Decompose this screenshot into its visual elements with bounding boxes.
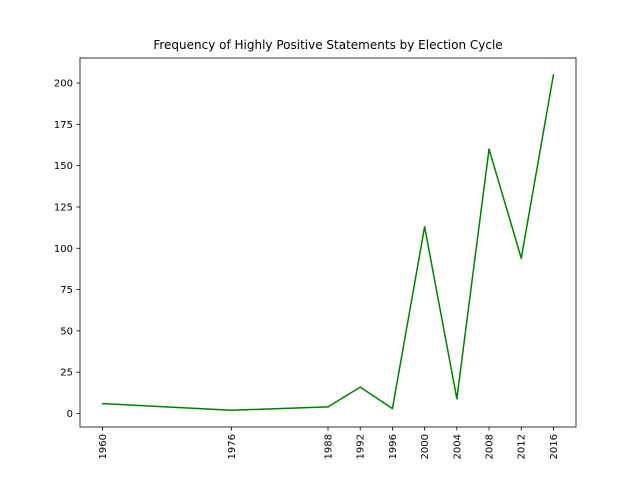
x-tick-label: 1988 (324, 434, 335, 459)
y-tick-label: 150 (54, 161, 73, 172)
y-tick-label: 25 (60, 368, 73, 379)
data-point (552, 74, 555, 76)
data-point (423, 226, 426, 228)
y-tick-label: 0 (67, 409, 73, 420)
y-tick-label: 100 (54, 244, 73, 255)
x-tick-label: 2016 (549, 434, 560, 459)
y-tick-label: 125 (54, 202, 73, 213)
y-tick-label: 175 (54, 120, 73, 131)
y-tick-label: 200 (54, 79, 73, 90)
x-tick-label: 2008 (485, 434, 496, 459)
data-point (230, 409, 233, 411)
data-point (456, 397, 458, 400)
y-tick-label: 50 (60, 326, 73, 337)
x-tick-label: 1992 (356, 434, 367, 459)
x-tick-label: 2004 (452, 434, 463, 459)
x-tick-label: 2000 (420, 434, 431, 459)
data-point (327, 406, 329, 408)
chart-title: Frequency of Highly Positive Statements … (153, 38, 502, 52)
data-point (359, 386, 361, 388)
x-tick-label: 2012 (517, 434, 528, 459)
x-tick-label: 1996 (388, 434, 399, 459)
series-line (102, 74, 555, 411)
data-point (488, 148, 490, 150)
x-tick-label: 1976 (227, 434, 238, 459)
data-point (101, 402, 104, 405)
data-point (391, 407, 394, 410)
y-tick-label: 75 (60, 285, 73, 296)
plot-area: 0 25 50 75 100 125 150 175 200 1960 1976 1988 1992 19… (54, 57, 577, 459)
x-tick-label: 1960 (98, 434, 109, 459)
data-point (520, 257, 522, 259)
